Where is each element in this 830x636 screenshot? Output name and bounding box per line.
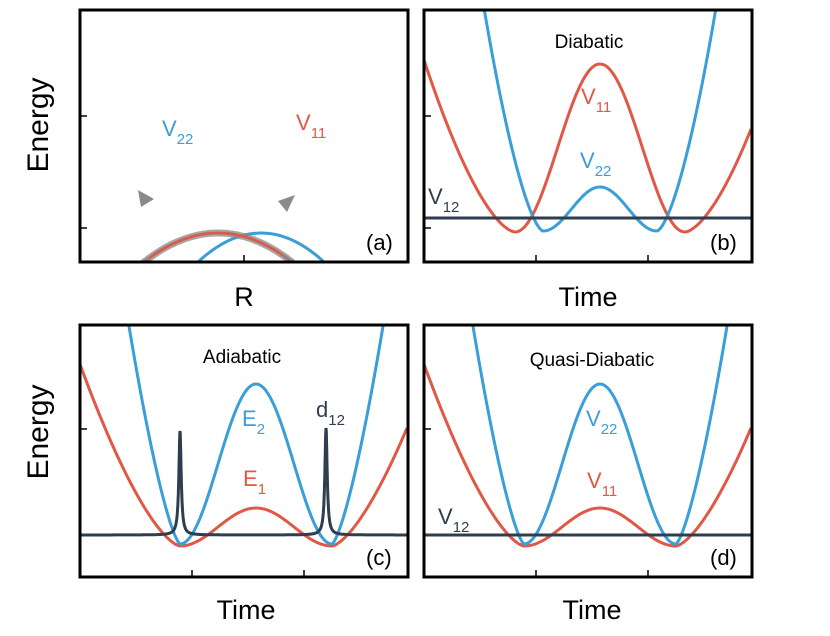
label-v11: V11 <box>581 84 611 116</box>
x-axis-label-d: Time <box>563 595 622 625</box>
v22-curve <box>482 10 718 233</box>
panel-tag-d: (d) <box>710 545 737 570</box>
x-axis-label-b: Time <box>559 282 618 312</box>
panel-d-frame <box>422 323 754 579</box>
panel-b: Diabatic V11 V22 V12 (b) Time <box>422 8 754 312</box>
y-axis-label-top: Energy <box>22 77 55 172</box>
panel-title-b: Diabatic <box>555 32 624 53</box>
label-v11: V11 <box>296 110 326 142</box>
panel-d: Quasi-Diabatic V22 V11 V12 (d) Time <box>422 323 754 625</box>
left-arrowhead <box>138 190 154 207</box>
label-e1: E1 <box>243 466 266 498</box>
panel-title-c: Adiabatic <box>203 347 281 368</box>
panel-tag-a: (a) <box>366 230 393 255</box>
e2-curve <box>127 325 385 546</box>
label-v22: V22 <box>162 116 193 148</box>
panel-title-d: Quasi-Diabatic <box>530 350 655 371</box>
panel-a-frame <box>78 8 410 264</box>
label-e2: E2 <box>242 406 265 438</box>
panel-a: V22 V11 (a) R <box>78 8 410 312</box>
label-d12: d12 <box>316 397 345 429</box>
right-arrowhead <box>278 195 295 212</box>
e1-curve <box>80 363 408 548</box>
v11-curve <box>424 363 752 548</box>
v22-curve <box>471 325 729 546</box>
x-axis-label-a: R <box>234 282 254 312</box>
panel-tag-b: (b) <box>710 230 737 255</box>
y-axis-label-bottom: Energy <box>22 384 55 479</box>
label-v22: V22 <box>586 406 617 438</box>
label-v11: V11 <box>587 468 617 500</box>
v11-curve <box>424 59 752 234</box>
label-v12: V12 <box>428 184 459 216</box>
panel-c: Adiabatic E2 d12 E1 (c) Time <box>78 323 410 625</box>
panel-c-frame <box>78 323 410 579</box>
label-v22: V22 <box>580 148 611 180</box>
trajectory-core <box>149 231 283 259</box>
label-v12: V12 <box>438 504 469 536</box>
panel-tag-c: (c) <box>366 545 392 570</box>
x-axis-label-c: Time <box>217 595 276 625</box>
panel-b-frame <box>422 8 754 264</box>
d12-curve <box>80 427 408 537</box>
